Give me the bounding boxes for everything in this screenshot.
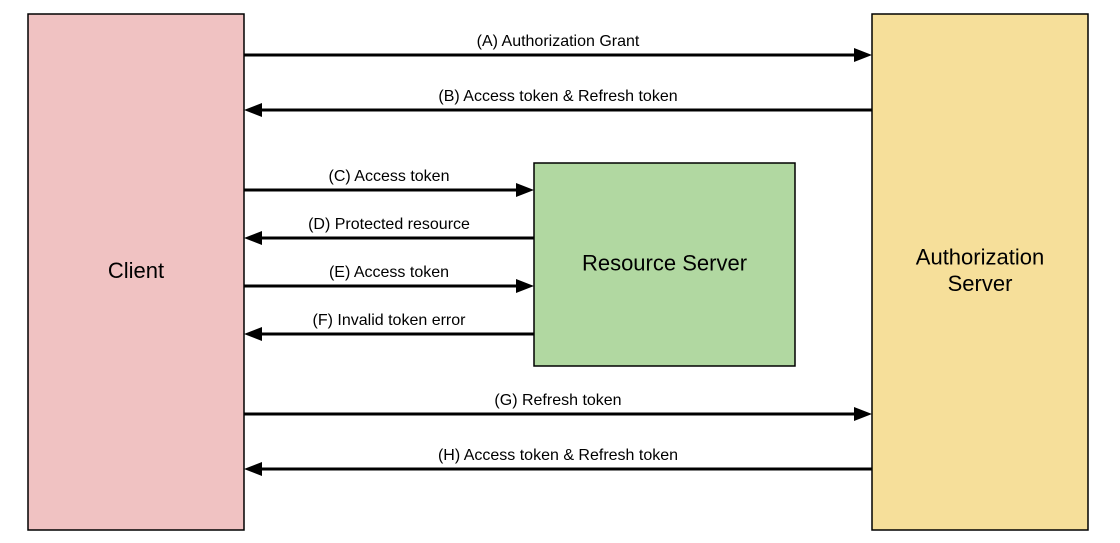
- edge-D: (D) Protected resource: [244, 216, 534, 245]
- edge-B: (B) Access token & Refresh token: [244, 88, 872, 117]
- edge-A-label: (A) Authorization Grant: [477, 33, 640, 50]
- edge-E-label: (E) Access token: [329, 264, 449, 281]
- edge-E-arrowhead: [516, 279, 534, 293]
- node-auth_server: AuthorizationServer: [872, 14, 1088, 530]
- edge-G: (G) Refresh token: [244, 392, 872, 421]
- node-client-label: Client: [108, 258, 164, 283]
- edge-E: (E) Access token: [244, 264, 534, 293]
- edge-F: (F) Invalid token error: [244, 312, 534, 341]
- edge-C: (C) Access token: [244, 168, 534, 197]
- node-auth_server-label: Authorization: [916, 245, 1044, 270]
- oauth-flow-diagram: Client Resource Server AuthorizationServer…: [0, 0, 1120, 543]
- edge-F-arrowhead: [244, 327, 262, 341]
- node-resource_server-label: Resource Server: [582, 250, 747, 275]
- edge-H-arrowhead: [244, 462, 262, 476]
- edge-G-arrowhead: [854, 407, 872, 421]
- edge-A-arrowhead: [854, 48, 872, 62]
- edge-B-arrowhead: [244, 103, 262, 117]
- edge-B-label: (B) Access token & Refresh token: [438, 88, 677, 105]
- node-client: Client: [28, 14, 244, 530]
- node-resource_server: Resource Server: [534, 163, 795, 366]
- edge-H: (H) Access token & Refresh token: [244, 447, 872, 476]
- node-auth_server-label: Server: [948, 271, 1013, 296]
- edge-C-arrowhead: [516, 183, 534, 197]
- edge-A: (A) Authorization Grant: [244, 33, 872, 62]
- edge-D-label: (D) Protected resource: [308, 216, 470, 233]
- edge-H-label: (H) Access token & Refresh token: [438, 447, 678, 464]
- edge-G-label: (G) Refresh token: [494, 392, 621, 409]
- edge-C-label: (C) Access token: [329, 168, 450, 185]
- edge-D-arrowhead: [244, 231, 262, 245]
- edge-F-label: (F) Invalid token error: [313, 312, 467, 329]
